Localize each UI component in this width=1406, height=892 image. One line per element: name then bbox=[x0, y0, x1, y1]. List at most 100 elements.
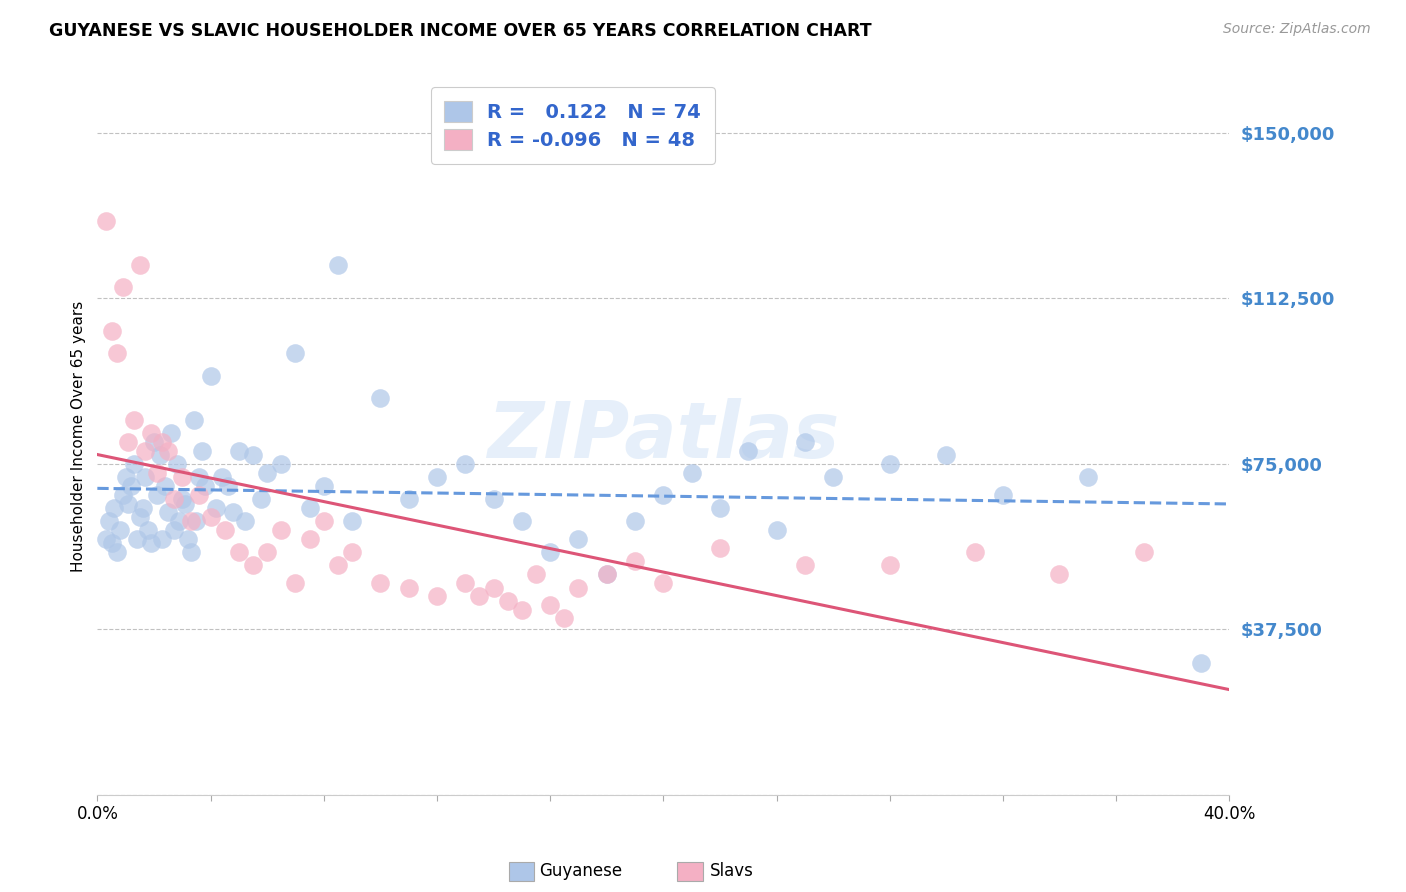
Point bbox=[823, 470, 845, 484]
Point bbox=[128, 509, 150, 524]
Point bbox=[111, 280, 134, 294]
Point bbox=[454, 457, 477, 471]
Point bbox=[270, 457, 292, 471]
Point bbox=[160, 425, 183, 440]
Point bbox=[596, 567, 619, 582]
Point bbox=[879, 558, 901, 573]
Point bbox=[183, 413, 205, 427]
Point bbox=[765, 523, 787, 537]
Point bbox=[142, 434, 165, 449]
Point bbox=[191, 443, 214, 458]
Point bbox=[222, 505, 245, 519]
Point bbox=[152, 532, 174, 546]
Point bbox=[139, 536, 162, 550]
Point bbox=[157, 505, 180, 519]
Point bbox=[149, 448, 172, 462]
Point bbox=[146, 466, 169, 480]
Point bbox=[134, 470, 156, 484]
Legend: R =   0.122   N = 74, R = -0.096   N = 48: R = 0.122 N = 74, R = -0.096 N = 48 bbox=[430, 87, 714, 163]
Point bbox=[114, 470, 136, 484]
Point bbox=[200, 509, 222, 524]
Point bbox=[482, 492, 505, 507]
Point bbox=[172, 470, 194, 484]
Point bbox=[134, 443, 156, 458]
Point bbox=[370, 391, 392, 405]
Point bbox=[125, 532, 148, 546]
Point bbox=[146, 488, 169, 502]
Point bbox=[242, 558, 264, 573]
Point bbox=[624, 554, 647, 568]
Text: Slavs: Slavs bbox=[710, 863, 754, 880]
Point bbox=[991, 488, 1014, 502]
Point bbox=[211, 470, 233, 484]
Point bbox=[172, 492, 194, 507]
Point bbox=[103, 501, 125, 516]
Point bbox=[596, 567, 619, 582]
Point bbox=[468, 590, 491, 604]
Text: GUYANESE VS SLAVIC HOUSEHOLDER INCOME OVER 65 YEARS CORRELATION CHART: GUYANESE VS SLAVIC HOUSEHOLDER INCOME OV… bbox=[49, 22, 872, 40]
Point bbox=[100, 536, 122, 550]
Point bbox=[139, 425, 162, 440]
Point bbox=[174, 497, 197, 511]
Point bbox=[214, 523, 236, 537]
Point bbox=[567, 532, 589, 546]
Point bbox=[128, 258, 150, 272]
Point bbox=[652, 576, 675, 591]
Point bbox=[200, 368, 222, 383]
Point bbox=[155, 479, 177, 493]
Point bbox=[250, 492, 273, 507]
Point bbox=[398, 492, 420, 507]
Point bbox=[233, 514, 256, 528]
Point bbox=[105, 346, 128, 360]
Point bbox=[398, 581, 420, 595]
Point bbox=[105, 545, 128, 559]
Point bbox=[312, 514, 335, 528]
Point bbox=[188, 488, 211, 502]
Text: ZIPatlas: ZIPatlas bbox=[488, 398, 839, 475]
Point bbox=[157, 443, 180, 458]
Point bbox=[340, 514, 363, 528]
Point bbox=[186, 514, 208, 528]
Point bbox=[538, 545, 561, 559]
Point bbox=[122, 413, 145, 427]
Point bbox=[166, 457, 188, 471]
Point bbox=[553, 611, 575, 625]
Point bbox=[496, 593, 519, 607]
Point bbox=[117, 434, 139, 449]
Point bbox=[1189, 656, 1212, 670]
Text: Source: ZipAtlas.com: Source: ZipAtlas.com bbox=[1223, 22, 1371, 37]
Point bbox=[205, 501, 228, 516]
Point bbox=[131, 501, 153, 516]
Point bbox=[136, 523, 159, 537]
Point bbox=[194, 479, 217, 493]
Point bbox=[284, 576, 307, 591]
Point bbox=[217, 479, 239, 493]
Point bbox=[120, 479, 142, 493]
Point bbox=[163, 492, 186, 507]
Point bbox=[935, 448, 957, 462]
Point bbox=[1077, 470, 1099, 484]
Point bbox=[340, 545, 363, 559]
Point bbox=[482, 581, 505, 595]
Point bbox=[298, 501, 321, 516]
Point bbox=[117, 497, 139, 511]
Point bbox=[793, 434, 815, 449]
Point bbox=[188, 470, 211, 484]
Point bbox=[879, 457, 901, 471]
Point bbox=[326, 558, 349, 573]
Point bbox=[370, 576, 392, 591]
Point bbox=[122, 457, 145, 471]
Point bbox=[737, 443, 759, 458]
Point bbox=[97, 514, 120, 528]
Point bbox=[111, 488, 134, 502]
Y-axis label: Householder Income Over 65 years: Householder Income Over 65 years bbox=[72, 301, 86, 572]
Point bbox=[709, 501, 731, 516]
Point bbox=[180, 545, 202, 559]
Point bbox=[180, 514, 202, 528]
Point bbox=[312, 479, 335, 493]
Point bbox=[298, 532, 321, 546]
Point bbox=[510, 514, 533, 528]
Point bbox=[163, 523, 186, 537]
Point bbox=[94, 532, 117, 546]
Point bbox=[228, 545, 250, 559]
